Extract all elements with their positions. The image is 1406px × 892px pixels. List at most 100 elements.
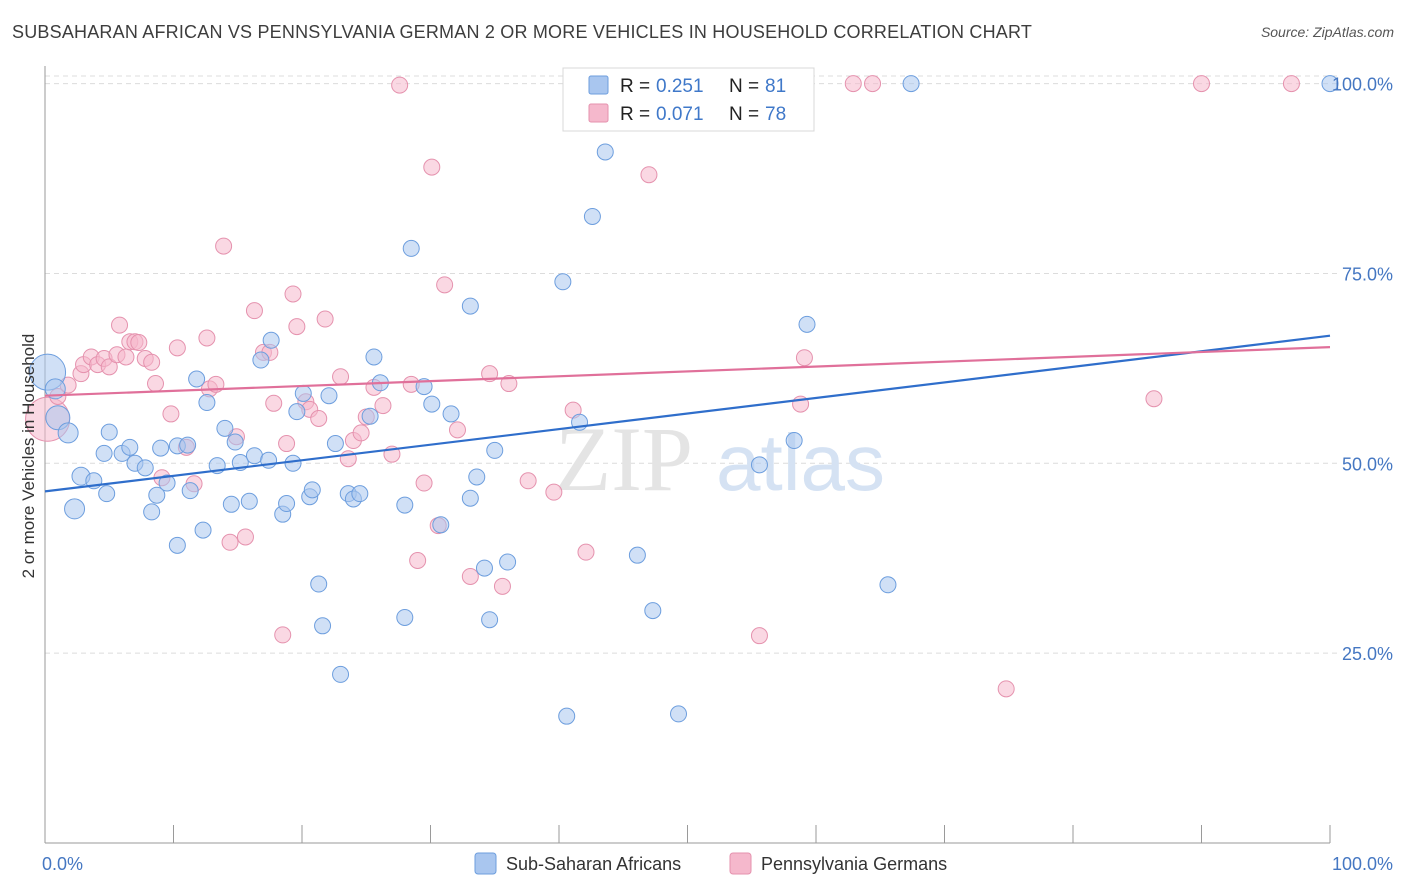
stats-legend-swatch-blue: [588, 75, 609, 95]
blue-point-54: [396, 608, 414, 626]
blue-point-72: [628, 546, 646, 564]
series-legend-label-pink: Pennsylvania Germans: [761, 854, 947, 874]
pink-point-42: [332, 368, 350, 386]
series-legend-swatch-blue: [474, 852, 497, 875]
blue-point-22: [188, 370, 206, 388]
blue-point-76: [785, 432, 803, 450]
y-tick-label-3: 100.0%: [1332, 75, 1393, 95]
axes: [44, 66, 1331, 844]
blue-point-30: [240, 492, 258, 510]
pink-point-56: [436, 276, 454, 294]
blue-point-28: [226, 433, 244, 451]
watermark-atlas: atlas: [716, 418, 885, 507]
blue-point-34: [262, 331, 280, 349]
blue-point-41: [303, 481, 321, 499]
pink-point-65: [577, 543, 595, 561]
blue-point-65: [486, 441, 504, 459]
pink-point-17: [147, 375, 165, 393]
watermark: ZIP atlas: [555, 408, 885, 510]
pink-point-14: [130, 334, 148, 352]
blue-point-43: [314, 617, 332, 635]
blue-point-63: [475, 559, 493, 577]
blue-point-26: [216, 419, 234, 437]
blue-point-19: [168, 536, 186, 554]
pink-point-45: [352, 424, 370, 442]
pink-point-71: [795, 349, 813, 367]
blue-point-73: [644, 602, 662, 620]
pink-point-77: [1282, 75, 1300, 93]
pink-point-10: [111, 316, 129, 334]
blue-point-36: [278, 495, 296, 513]
blue-point-27: [222, 495, 240, 513]
y-tick-label-0: 25.0%: [1342, 644, 1393, 664]
blue-point-78: [879, 576, 897, 594]
pink-point-19: [162, 405, 180, 423]
pink-point-50: [391, 76, 409, 94]
blue-point-79: [902, 75, 920, 93]
blue-point-44: [320, 387, 338, 405]
pink-point-35: [278, 435, 296, 453]
blue-point-67: [554, 273, 572, 291]
blue-point-23: [194, 521, 212, 539]
pink-point-29: [236, 528, 254, 546]
pink-point-20: [168, 339, 186, 357]
blue-point-21: [181, 482, 199, 500]
chart-title: SUBSAHARAN AFRICAN VS PENNSYLVANIA GERMA…: [12, 22, 1033, 42]
blue-point-70: [583, 207, 601, 225]
pink-point-61: [500, 375, 518, 393]
pink-point-74: [997, 680, 1015, 698]
pink-trend-line: [44, 346, 1331, 397]
pink-point-63: [545, 483, 563, 501]
series-legend-swatch-pink: [729, 852, 752, 875]
blue-point-55: [402, 239, 420, 257]
blue-point-46: [332, 665, 350, 683]
pink-point-60: [493, 577, 511, 595]
blue-point-4: [64, 498, 86, 520]
stats-n-value-blue: 81: [765, 76, 786, 97]
pink-point-36: [284, 285, 302, 303]
blue-trend-line: [44, 334, 1331, 493]
pink-point-75: [1145, 390, 1163, 408]
blue-point-14: [143, 503, 161, 521]
series-legend: Sub-Saharan Africans Pennsylvania German…: [474, 852, 947, 875]
pink-point-48: [374, 397, 392, 415]
blue-point-32: [252, 351, 270, 369]
pink-point-23: [198, 329, 216, 347]
stats-n-label-blue: N =: [729, 76, 759, 97]
blue-point-75: [750, 456, 768, 474]
stats-legend: R = 0.251 N = 81 R = 0.071 N = 78: [562, 67, 815, 132]
pink-point-57: [448, 421, 466, 439]
blue-point-58: [432, 516, 450, 534]
blue-point-9: [100, 423, 118, 441]
blue-point-15: [148, 486, 166, 504]
pink-point-27: [221, 533, 239, 551]
pink-point-69: [750, 627, 768, 645]
y-axis-label: 2 or more Vehicles in Household: [19, 334, 38, 579]
blue-point-13: [136, 459, 154, 477]
stats-r-value-pink: 0.071: [656, 104, 704, 125]
blue-point-57: [423, 395, 441, 413]
data-points: [25, 75, 1339, 725]
blue-point-51: [365, 348, 383, 366]
pink-point-33: [265, 394, 283, 412]
blue-point-11: [121, 438, 139, 456]
blue-point-77: [798, 315, 816, 333]
blue-point-39: [294, 384, 312, 402]
pink-point-11: [117, 348, 135, 366]
x-tick-label-1: 100.0%: [1332, 854, 1393, 874]
blue-point-61: [461, 489, 479, 507]
blue-point-59: [442, 405, 460, 423]
blue-point-31: [245, 447, 263, 465]
stats-r-label-blue: R =: [620, 76, 650, 97]
blue-point-17: [158, 474, 176, 492]
blue-point-62: [468, 468, 486, 486]
x-tick-label-0: 0.0%: [42, 854, 83, 874]
pink-point-72: [844, 75, 862, 93]
stats-r-label-pink: R =: [620, 104, 650, 125]
blue-point-7: [95, 444, 113, 462]
pink-point-76: [1193, 75, 1210, 93]
trend-lines: [44, 334, 1331, 493]
blue-point-50: [361, 407, 379, 425]
pink-point-62: [519, 472, 537, 490]
